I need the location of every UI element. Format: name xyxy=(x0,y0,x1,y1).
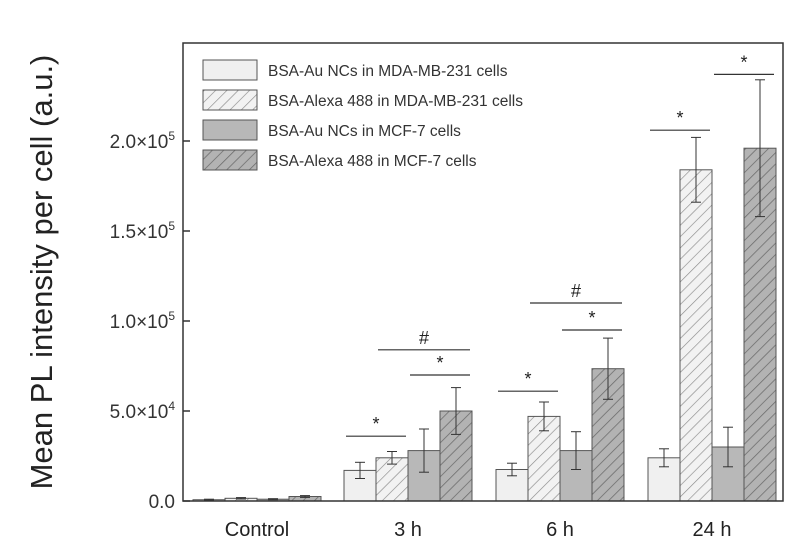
significance-annotations: * * # * * # * * xyxy=(346,52,774,437)
error-bar xyxy=(603,337,613,400)
y-tick-label: 1.0×105 xyxy=(110,309,176,333)
x-category-label: 6 h xyxy=(546,519,574,541)
plot-frame xyxy=(182,42,784,502)
svg-text:#: # xyxy=(419,328,429,348)
y-tick-label: 5.0×104 xyxy=(110,399,176,423)
significance-star: * xyxy=(346,414,406,437)
significance-hash: # xyxy=(378,328,470,351)
error-bar xyxy=(236,497,246,500)
legend-swatch xyxy=(202,149,258,171)
y-axis-label: Mean PL intensity per cell (a.u.) xyxy=(24,55,59,490)
legend-label: BSA-Au NCs in MDA-MB-231 cells xyxy=(268,63,508,80)
significance-star: * xyxy=(410,353,470,376)
svg-text:*: * xyxy=(740,52,747,72)
x-category-label: Control xyxy=(225,519,289,541)
legend: BSA-Au NCs in MDA-MB-231 cells BSA-Alexa … xyxy=(202,59,523,171)
svg-text:*: * xyxy=(524,369,531,389)
error-bar xyxy=(539,401,549,432)
significance-star: * xyxy=(650,108,710,131)
error-bar xyxy=(691,136,701,203)
y-ticks: 0.0 5.0×104 1.0×105 1.5×105 2.0×105 xyxy=(110,129,190,513)
svg-text:*: * xyxy=(588,308,595,328)
error-bar xyxy=(571,431,581,470)
error-bar xyxy=(387,451,397,465)
y-tick-label: 2.0×105 xyxy=(110,129,176,153)
legend-entry: BSA-Alexa 488 in MDA-MB-231 cells xyxy=(202,89,523,111)
x-category-label: 3 h xyxy=(394,519,422,541)
legend-label: BSA-Alexa 488 in MCF-7 cells xyxy=(268,153,477,170)
legend-swatch xyxy=(202,89,258,111)
error-bars xyxy=(204,79,765,501)
significance-hash: # xyxy=(530,281,622,304)
x-category-label: 24 h xyxy=(693,519,732,541)
legend-entry: BSA-Au NCs in MDA-MB-231 cells xyxy=(202,59,508,81)
category-labels: Control 3 h 6 h 24 h xyxy=(225,519,732,541)
error-bar xyxy=(451,387,461,435)
legend-label: BSA-Alexa 488 in MDA-MB-231 cells xyxy=(268,93,523,110)
y-tick-label: 0.0 xyxy=(149,492,175,513)
error-bar xyxy=(723,426,733,468)
bar-24h-series-2 xyxy=(679,169,713,502)
legend-label: BSA-Au NCs in MCF-7 cells xyxy=(268,123,461,140)
y-tick-label: 1.5×105 xyxy=(110,219,176,243)
error-bar xyxy=(355,461,365,479)
error-bar xyxy=(659,448,669,468)
significance-star: * xyxy=(562,308,622,331)
svg-text:*: * xyxy=(372,414,379,434)
error-bar xyxy=(419,428,429,473)
legend-entry: BSA-Alexa 488 in MCF-7 cells xyxy=(202,149,477,171)
error-bar xyxy=(755,79,765,218)
legend-entry: BSA-Au NCs in MCF-7 cells xyxy=(202,119,461,141)
error-bar xyxy=(300,495,310,498)
bars xyxy=(192,147,777,502)
error-bar xyxy=(507,462,517,477)
svg-text:#: # xyxy=(571,281,581,301)
legend-swatch xyxy=(202,119,258,141)
legend-swatch xyxy=(202,59,258,81)
significance-star: * xyxy=(498,369,558,392)
svg-text:*: * xyxy=(436,353,443,373)
significance-star: * xyxy=(714,52,774,76)
error-bar xyxy=(268,498,278,501)
svg-text:*: * xyxy=(676,108,683,128)
